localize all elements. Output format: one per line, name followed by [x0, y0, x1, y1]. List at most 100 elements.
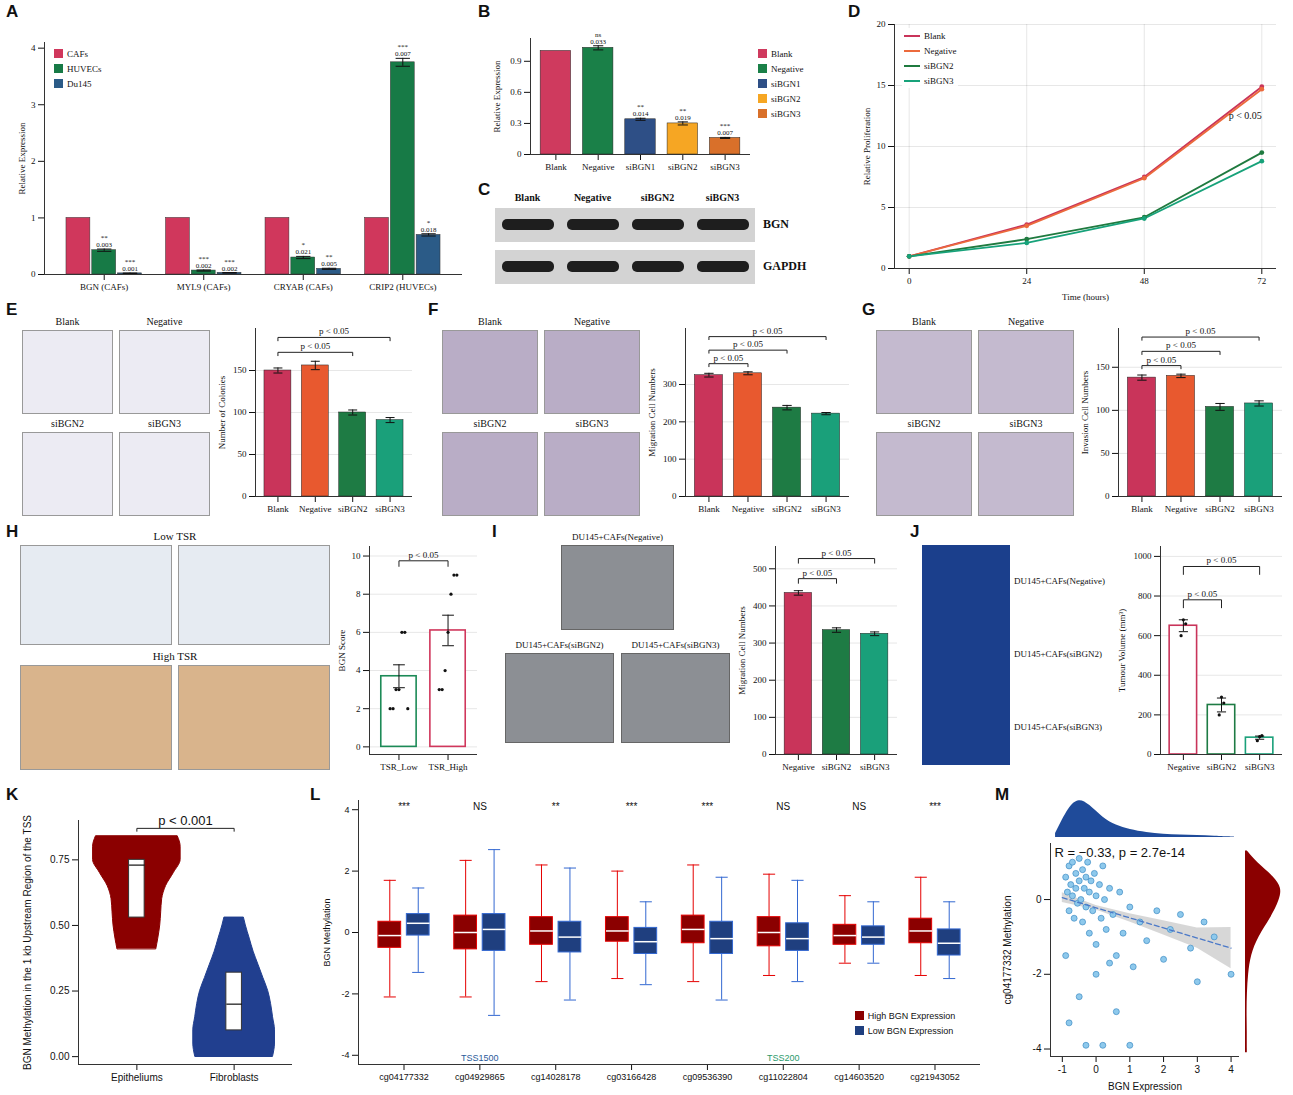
svg-text:Relative Expression: Relative Expression: [492, 60, 502, 133]
svg-text:150: 150: [233, 365, 247, 375]
svg-text:siBGN1: siBGN1: [626, 162, 656, 172]
svg-text:0: 0: [762, 749, 767, 759]
svg-text:100: 100: [1096, 405, 1110, 415]
svg-text:0.6: 0.6: [510, 87, 522, 97]
svg-text:**0.005: **0.005: [321, 253, 337, 268]
svg-text:0: 0: [242, 491, 247, 501]
svg-text:MYL9 (CAFs): MYL9 (CAFs): [177, 282, 231, 292]
svg-text:Number of Colonies: Number of Colonies: [217, 375, 227, 449]
svg-text:NS: NS: [852, 801, 866, 812]
svg-text:100: 100: [233, 407, 247, 417]
svg-text:600: 600: [1138, 631, 1152, 641]
svg-text:Epitheliums: Epitheliums: [111, 1072, 163, 1083]
svg-text:siBGN3: siBGN3: [710, 162, 740, 172]
svg-text:500: 500: [753, 564, 767, 574]
svg-text:***0.002: ***0.002: [222, 258, 238, 273]
svg-text:***: ***: [929, 801, 941, 812]
svg-text:p < 0.05: p < 0.05: [822, 548, 852, 558]
svg-text:TSS1500: TSS1500: [461, 1053, 499, 1063]
svg-text:300: 300: [663, 379, 677, 389]
svg-text:p < 0.05: p < 0.05: [409, 550, 439, 560]
svg-text:4: 4: [356, 665, 361, 675]
svg-text:BGN Score: BGN Score: [337, 630, 347, 672]
svg-text:0: 0: [31, 269, 36, 279]
svg-text:0.9: 0.9: [510, 56, 522, 66]
svg-text:8: 8: [356, 589, 361, 599]
svg-text:Blank: Blank: [1131, 504, 1153, 514]
svg-text:p < 0.05: p < 0.05: [803, 568, 833, 578]
svg-text:0.3: 0.3: [510, 118, 522, 128]
svg-text:300: 300: [753, 638, 767, 648]
svg-text:-4: -4: [1033, 1043, 1042, 1054]
svg-text:1: 1: [31, 213, 36, 223]
svg-text:p < 0.05: p < 0.05: [1147, 355, 1177, 365]
svg-text:CRYAB (CAFs): CRYAB (CAFs): [274, 282, 333, 292]
svg-text:p < 0.05: p < 0.05: [733, 339, 763, 349]
svg-text:cg03166428: cg03166428: [607, 1072, 657, 1082]
svg-text:***0.001: ***0.001: [122, 258, 138, 273]
svg-text:0: 0: [672, 491, 677, 501]
svg-text:0: 0: [1036, 894, 1042, 905]
svg-text:Negative: Negative: [1165, 504, 1197, 514]
svg-text:***: ***: [626, 801, 638, 812]
svg-text:50: 50: [1101, 448, 1111, 458]
svg-text:50: 50: [238, 449, 248, 459]
svg-text:p < 0.05: p < 0.05: [1186, 326, 1216, 336]
svg-text:p < 0.05: p < 0.05: [753, 326, 783, 336]
svg-text:0: 0: [356, 742, 361, 752]
svg-text:ns0.033: ns0.033: [590, 31, 606, 46]
svg-text:Blank: Blank: [545, 162, 567, 172]
svg-text:Blank: Blank: [267, 504, 289, 514]
svg-text:**0.003: **0.003: [96, 234, 112, 249]
svg-text:BGN Methylation: BGN Methylation: [322, 898, 332, 966]
svg-text:cg14603520: cg14603520: [834, 1072, 884, 1082]
svg-text:cg21943052: cg21943052: [910, 1072, 960, 1082]
svg-text:NS: NS: [776, 801, 790, 812]
svg-text:200: 200: [753, 675, 767, 685]
svg-text:***: ***: [398, 801, 410, 812]
svg-text:siBGN2: siBGN2: [668, 162, 698, 172]
svg-text:72: 72: [1257, 276, 1266, 286]
svg-text:0.75: 0.75: [50, 854, 70, 865]
svg-text:3: 3: [1195, 1064, 1201, 1075]
svg-text:p < 0.05: p < 0.05: [714, 353, 744, 363]
svg-text:cg04929865: cg04929865: [455, 1072, 505, 1082]
svg-text:***: ***: [702, 801, 714, 812]
svg-text:20: 20: [877, 19, 887, 29]
svg-text:siBGN2: siBGN2: [1207, 762, 1237, 772]
svg-text:Invasion Cell Numbers: Invasion Cell Numbers: [1080, 370, 1090, 454]
svg-text:0: 0: [1105, 491, 1110, 501]
svg-text:0: 0: [881, 263, 886, 273]
svg-text:200: 200: [663, 417, 677, 427]
svg-text:p < 0.05: p < 0.05: [1207, 555, 1237, 565]
svg-text:Negative: Negative: [782, 762, 814, 772]
svg-text:cg11022804: cg11022804: [759, 1072, 808, 1082]
svg-text:100: 100: [663, 454, 677, 464]
svg-text:48: 48: [1140, 276, 1150, 286]
svg-text:siBGN2: siBGN2: [822, 762, 852, 772]
svg-text:Relative Expression: Relative Expression: [17, 122, 27, 195]
svg-text:***0.002: ***0.002: [196, 255, 212, 270]
svg-text:2: 2: [31, 156, 36, 166]
svg-text:15: 15: [877, 80, 887, 90]
svg-text:0.25: 0.25: [50, 985, 70, 996]
svg-text:siBGN3: siBGN3: [811, 504, 841, 514]
svg-text:Migration Cell Numbers: Migration Cell Numbers: [737, 606, 747, 695]
svg-text:100: 100: [753, 712, 767, 722]
svg-text:24: 24: [1022, 276, 1031, 286]
svg-text:-4: -4: [341, 1050, 349, 1060]
svg-text:siBGN3: siBGN3: [860, 762, 890, 772]
svg-text:*0.018: *0.018: [421, 219, 437, 234]
svg-text:4: 4: [1228, 1064, 1234, 1075]
svg-text:CRIP2 (HUVECs): CRIP2 (HUVECs): [369, 282, 436, 292]
svg-text:0: 0: [907, 276, 912, 286]
svg-text:0.50: 0.50: [50, 920, 70, 931]
svg-text:siBGN2: siBGN2: [338, 504, 368, 514]
svg-text:siBGN3: siBGN3: [375, 504, 405, 514]
svg-text:0: 0: [517, 149, 522, 159]
svg-text:-1: -1: [1058, 1064, 1067, 1075]
svg-text:0.00: 0.00: [50, 1051, 70, 1062]
svg-text:200: 200: [1138, 710, 1152, 720]
svg-text:1000: 1000: [1134, 551, 1153, 561]
svg-text:Fibroblasts: Fibroblasts: [210, 1072, 259, 1083]
